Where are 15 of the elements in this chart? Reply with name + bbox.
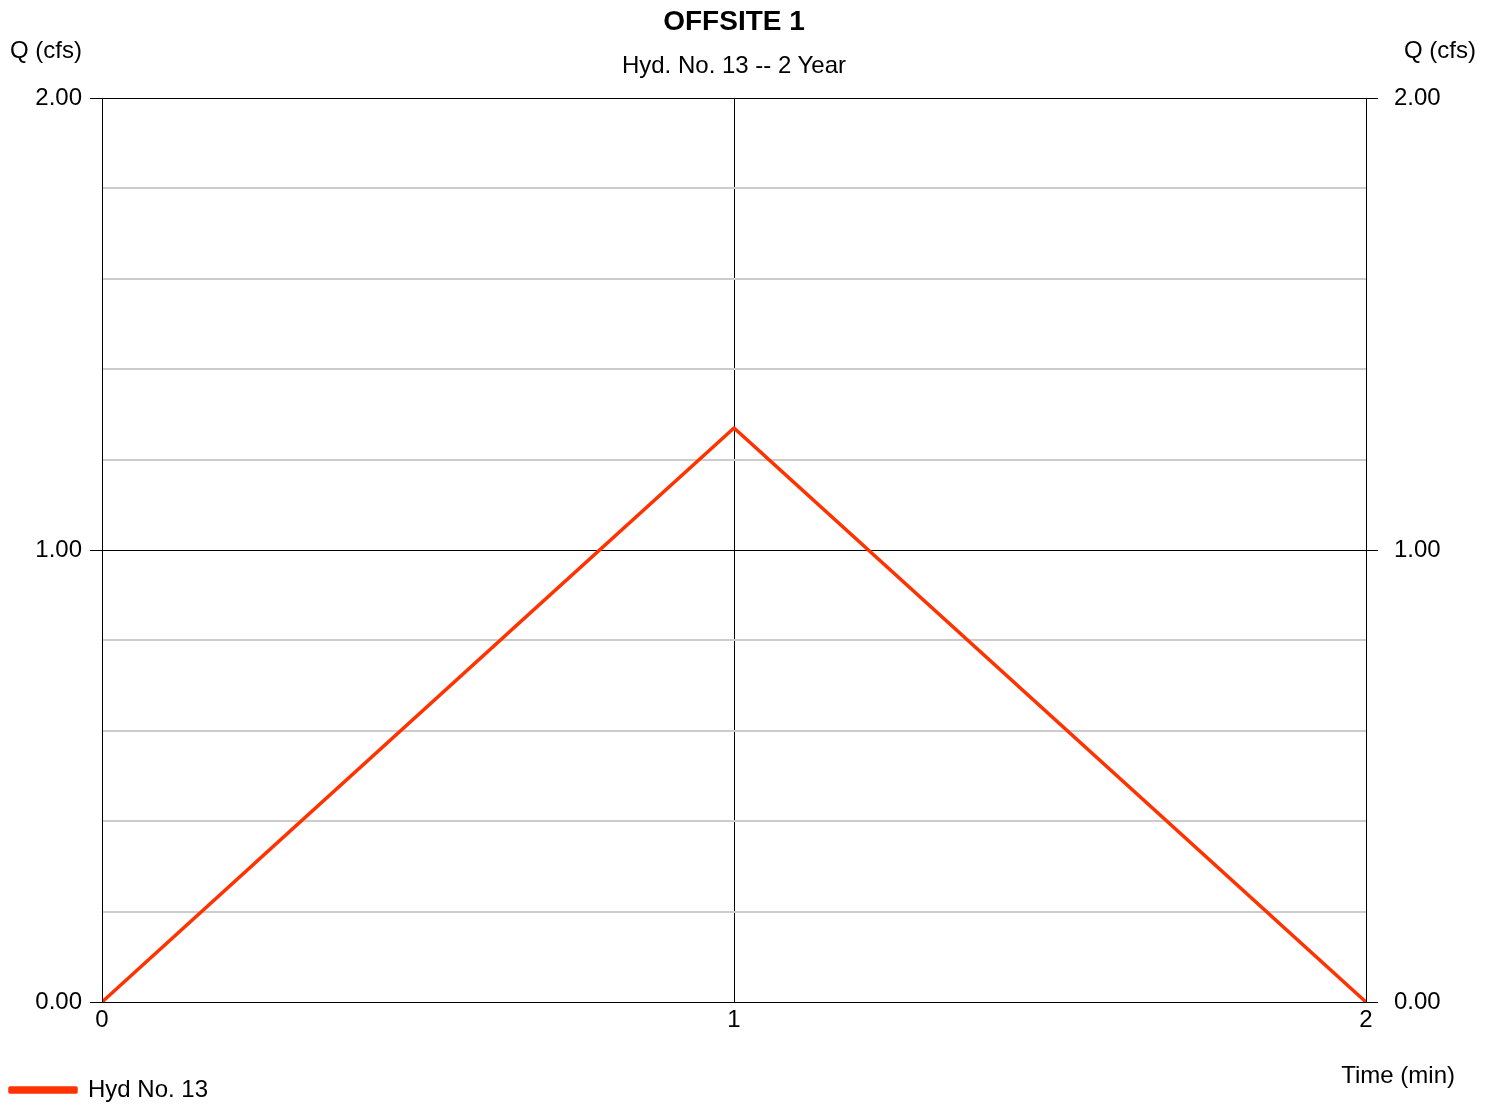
y-tick-label: 2.00 [35,82,82,110]
y-axis-title: Q (cfs) [10,35,82,63]
y2-tick-label: 2.00 [1394,82,1441,110]
x-axis-title: Time (min) [1341,1060,1455,1088]
y2-tick-label: 0.00 [1394,986,1441,1014]
chart-subtitle: Hyd. No. 13 -- 2 Year [621,50,847,78]
y-tick-label: 1.00 [35,534,82,562]
legend-label: Hyd No. 13 [88,1074,209,1102]
y2-axis-title: Q (cfs) [1404,35,1476,63]
x-tick-label: 0 [95,1005,109,1033]
y2-tick-label: 1.00 [1394,534,1441,562]
x-tick-label: 2 [1359,1005,1373,1033]
chart-title: OFFSITE 1 [663,4,805,36]
y-tick-label: 0.00 [35,986,82,1014]
x-tick-label: 1 [727,1005,741,1033]
